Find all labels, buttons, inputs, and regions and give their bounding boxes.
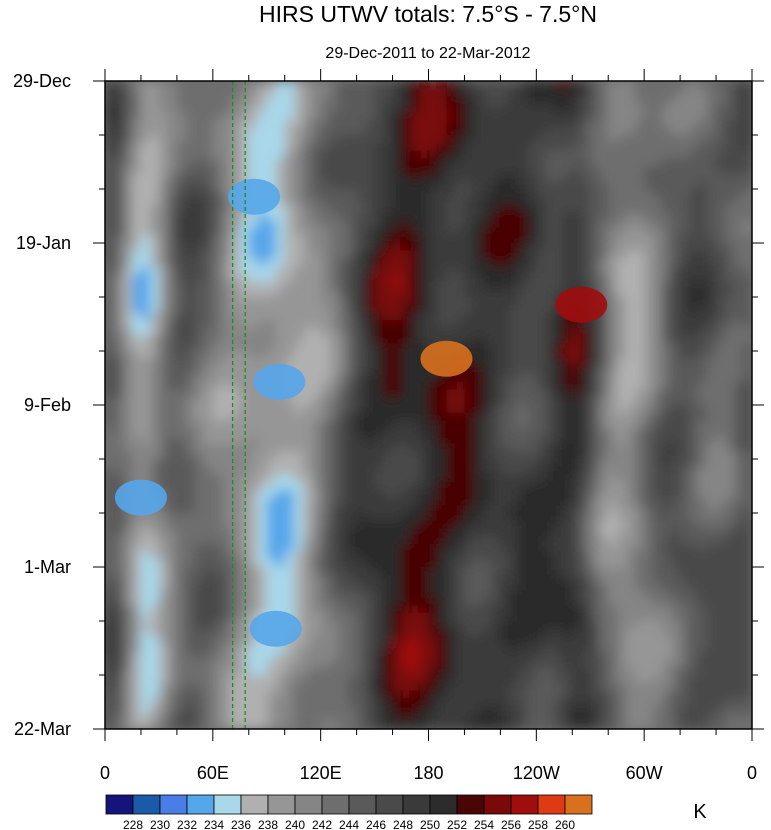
x-tick-label: 0 [747, 763, 757, 783]
colorbar-level-label: 254 [474, 818, 494, 830]
colorbar-swatch [402, 794, 431, 815]
colorbar-level-label: 256 [501, 818, 521, 830]
colorbar-level-label: 246 [366, 818, 386, 830]
y-tick-label: 29-Dec [13, 71, 71, 91]
colorbar-level-label: 230 [150, 818, 170, 830]
colorbar-level-label: 236 [231, 818, 251, 830]
y-tick-label: 9-Feb [24, 395, 71, 415]
colorbar-level-label: 250 [420, 818, 440, 830]
colorbar-swatch [456, 794, 485, 815]
plot-area [105, 81, 752, 729]
x-tick-label: 120E [300, 763, 342, 783]
y-axis: 29-Dec 19-Jan 9-Feb 1-Mar 22-Mar [13, 71, 764, 739]
x-axis: 0 60E 120E 180 120W 60W 0 [100, 69, 757, 783]
y-tick-label: 22-Mar [14, 719, 71, 739]
x-tick-label: 60E [197, 763, 229, 783]
colorbar-level-label: 248 [393, 818, 413, 830]
contour-features [114, 178, 608, 647]
colorbar-swatch [537, 794, 566, 815]
colorbar-swatch [510, 794, 539, 815]
colorbar-swatch [348, 794, 377, 815]
colorbar-swatch [267, 794, 296, 815]
colorbar-level-label: 240 [285, 818, 305, 830]
contour-feature [420, 340, 473, 377]
contour-feature [228, 178, 281, 215]
colorbar-level-label: 260 [555, 818, 575, 830]
contour-feature [555, 286, 608, 323]
colorbar-unit: K [693, 801, 707, 823]
x-tick-label: 0 [100, 763, 110, 783]
x-tick-label: 120W [513, 763, 560, 783]
chart-title: HIRS UTWV totals: 7.5°S - 7.5°N [259, 1, 597, 27]
colorbar-swatch [321, 794, 350, 815]
contour-field [105, 81, 752, 729]
colorbar-swatch [429, 794, 458, 815]
colorbar-swatch [213, 794, 242, 815]
colorbar-level-label: 252 [447, 818, 467, 830]
contour-feature [249, 610, 302, 647]
colorbar-swatch [159, 794, 188, 815]
colorbar-swatch [564, 794, 593, 815]
colorbar-level-label: 242 [312, 818, 332, 830]
x-tick-label: 60W [626, 763, 663, 783]
colorbar-swatch [483, 794, 512, 815]
colorbar-swatch [132, 794, 161, 815]
colorbar-level-label: 232 [177, 818, 197, 830]
contour-feature [253, 363, 306, 400]
contour-feature [114, 479, 167, 516]
colorbar-level-label: 234 [204, 818, 224, 830]
x-tick-label: 180 [413, 763, 443, 783]
colorbar: 228 230 232 234 236 238 240 242 244 246 248 250 252 2… [105, 794, 593, 830]
colorbar-level-label: 238 [258, 818, 278, 830]
colorbar-swatch [240, 794, 269, 815]
colorbar-swatch [186, 794, 215, 815]
colorbar-swatch [375, 794, 404, 815]
reference-lines [231, 81, 246, 729]
y-tick-label: 19-Jan [16, 233, 71, 253]
colorbar-level-label: 244 [339, 818, 359, 830]
colorbar-swatch [294, 794, 323, 815]
colorbar-level-label: 258 [528, 818, 548, 830]
colorbar-level-label: 228 [123, 818, 143, 830]
y-tick-label: 1-Mar [24, 557, 71, 577]
colorbar-swatch [105, 794, 134, 815]
chart-subtitle: 29-Dec-2011 to 22-Mar-2012 [325, 45, 530, 62]
